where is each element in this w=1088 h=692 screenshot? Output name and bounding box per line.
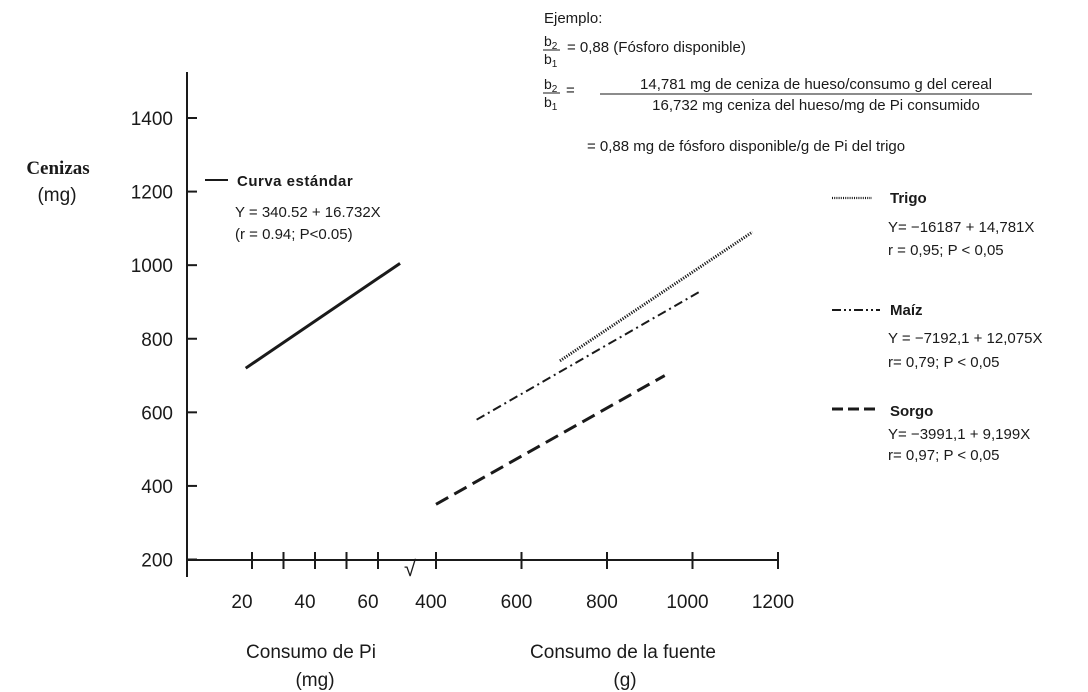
y-tick-label: 1000 [131,256,173,277]
ratio1-num: b [544,33,552,49]
y-tick-label: 200 [141,551,173,572]
x-tick-label-right: 1200 [752,592,794,613]
stats-curva-estandar: (r = 0.94; P<0.05) [235,226,353,243]
equation-maiz: Y = −7192,1 + 12,075X [888,330,1042,347]
x-tick-label-right: 600 [501,592,533,613]
ratio1-den-sub: 1 [552,59,558,70]
y-tick-label: 1400 [131,109,173,130]
legend-label-maiz: Maíz [890,302,923,319]
series-line-curva-estandar [244,262,401,370]
svg-text:b2: b2 [544,33,558,52]
ratio2-den: b [544,94,552,110]
y-tick-label: 600 [141,403,173,424]
x-ticks-left: 20 40 60 [231,552,379,613]
svg-text:b1: b1 [544,51,558,70]
x-ticks-right: 400 600 800 1000 1200 [415,552,794,613]
x-tick-label-right: 400 [415,592,447,613]
y-tick-label: 1200 [131,183,173,204]
ratio1-den: b [544,51,552,67]
annotation-equals: = [566,82,575,99]
x-tick-label-left: 40 [294,592,315,613]
annotation-line1-value: = 0,88 (Fósforo disponible) [567,39,746,56]
svg-text:b2: b2 [544,76,558,95]
ratio2-den-sub: 1 [552,102,558,113]
x-axis-unit-left: (mg) [295,670,334,691]
equation-curva-estandar: Y = 340.52 + 16.732X [235,204,381,221]
x-tick-label-right: 1000 [666,592,708,613]
ratio2-num: b [544,76,552,92]
ratio2-num-sub: 2 [552,84,558,95]
series-lines [244,230,754,506]
y-ticks: 200 400 600 800 1000 1200 1400 [131,109,197,572]
y-tick-label: 800 [141,330,173,351]
x-axis-unit-right: (g) [613,670,636,691]
legend-label-curva-estandar: Curva estándar [237,173,353,190]
equation-sorgo: Y= −3991,1 + 9,199X [888,426,1030,443]
series-line-sorgo [435,374,666,506]
x-axis-label-right: Consumo de la fuente [530,642,716,663]
y-axis-unit: (mg) [37,185,76,206]
legend-label-sorgo: Sorgo [890,403,933,420]
legend-label-trigo: Trigo [890,190,927,207]
svg-text:b1: b1 [544,94,558,113]
annotation-ratio-1: b2 b1 [543,33,560,70]
stats-maiz: r= 0,79; P < 0,05 [888,354,999,371]
y-tick-label: 400 [141,477,173,498]
annotation-frac-num: 14,781 mg de ceniza de hueso/consumo g d… [640,76,992,93]
y-axis-label: Cenizas [26,158,89,179]
stats-trigo: r = 0,95; P < 0,05 [888,242,1004,259]
series-line-maiz [476,290,702,421]
x-tick-label-right: 800 [586,592,618,613]
annotation-ratio-2: b2 b1 [543,76,560,113]
x-tick-label-left: 60 [357,592,378,613]
series-line-trigo [559,230,754,363]
annotation-heading: Ejemplo: [544,10,602,27]
annotation-frac-den: 16,732 mg ceniza del hueso/mg de Pi cons… [652,97,980,114]
x-axis-label-left: Consumo de Pi [246,642,376,663]
ratio1-num-sub: 2 [552,41,558,52]
equation-trigo: Y= −16187 + 14,781X [888,219,1034,236]
x-tick-label-left: 20 [231,592,252,613]
stats-sorgo: r= 0,97; P < 0,05 [888,447,999,464]
annotation-result: = 0,88 mg de fósforo disponible/g de Pi … [587,138,905,155]
axis-break-symbol: √ [404,556,417,581]
